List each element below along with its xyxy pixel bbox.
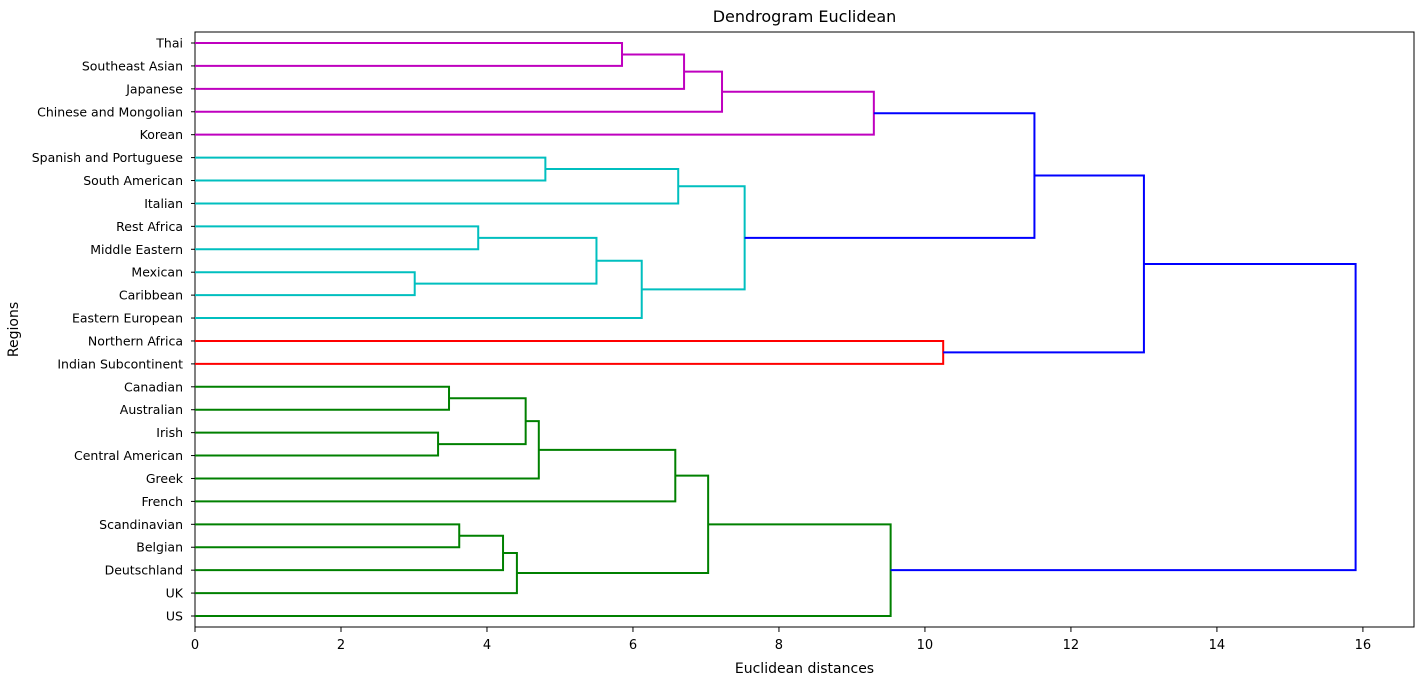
- leaf-label: Chinese and Mongolian: [37, 104, 183, 119]
- dendrogram-link: [195, 225, 480, 251]
- leaf-label: Caribbean: [119, 288, 183, 303]
- leaf-label: Rest Africa: [116, 219, 183, 234]
- leaf-label: US: [166, 609, 183, 624]
- leaf-label: Korean: [140, 127, 183, 142]
- x-tick-label: 16: [1355, 638, 1372, 653]
- leaf-label: Italian: [144, 196, 183, 211]
- dendrogram-link: [195, 523, 461, 549]
- leaf-label: South American: [83, 173, 183, 188]
- dendrogram-links: [195, 42, 1357, 617]
- x-tick-label: 2: [337, 638, 345, 653]
- chart-title: Dendrogram Euclidean: [713, 7, 897, 26]
- leaf-label: Belgian: [136, 540, 183, 555]
- dendrogram-link: [641, 185, 746, 291]
- leaf-label: Scandinavian: [99, 517, 183, 532]
- x-tick-label: 10: [917, 638, 934, 653]
- leaf-label: Eastern European: [72, 311, 183, 326]
- leaf-label: Deutschland: [105, 563, 183, 578]
- leaf-label: Japanese: [125, 81, 183, 96]
- dendrogram-link: [744, 112, 1036, 239]
- x-tick-label: 6: [629, 638, 637, 653]
- x-tick-label: 8: [775, 638, 783, 653]
- leaf-label: Greek: [146, 471, 184, 486]
- dendrogram-link: [516, 474, 710, 575]
- dendrogram-link: [195, 339, 945, 365]
- dendrogram-link: [195, 534, 505, 572]
- leaf-label: Mexican: [131, 265, 183, 280]
- dendrogram-link: [195, 431, 440, 457]
- dendrogram-link: [438, 397, 527, 446]
- dendrogram-link: [195, 420, 540, 480]
- dendrogram-link: [195, 70, 724, 113]
- x-axis-label: Euclidean distances: [735, 661, 874, 677]
- x-tick-label: 4: [483, 638, 491, 653]
- dendrogram-link: [195, 259, 643, 320]
- leaf-label: French: [141, 494, 183, 509]
- dendrogram-link: [195, 551, 518, 595]
- dendrogram-link: [195, 448, 677, 503]
- leaf-label: Australian: [120, 402, 183, 417]
- leaf-label: Central American: [74, 448, 183, 463]
- dendrogram-link: [195, 53, 686, 90]
- leaf-label: Irish: [156, 425, 183, 440]
- leaf-label: Middle Eastern: [90, 242, 183, 257]
- dendrogram-link: [890, 262, 1357, 572]
- leaf-label: UK: [166, 586, 184, 601]
- x-tick-label: 12: [1063, 638, 1080, 653]
- leaf-labels: Thai Southeast Asian Japanese Chinese and M…: [32, 36, 195, 624]
- plot-frame: [194, 31, 1415, 628]
- leaf-label: Canadian: [124, 379, 183, 394]
- y-axis-label: Regions: [6, 302, 22, 357]
- dendrogram-link: [195, 168, 680, 205]
- dendrogram-link: [195, 42, 624, 67]
- dendrogram-link: [195, 156, 547, 182]
- leaf-label: Southeast Asian: [82, 58, 183, 73]
- leaf-label: Northern Africa: [88, 333, 183, 348]
- dendrogram-link: [195, 271, 416, 297]
- leaf-label: Indian Subcontinent: [57, 356, 183, 371]
- dendrogram-link: [414, 236, 598, 285]
- x-tick-label: 0: [191, 638, 199, 653]
- leaf-label: Spanish and Portuguese: [32, 150, 184, 165]
- x-axis-ticks: 0 2 4 6 8 10 12 14 16: [191, 627, 1371, 653]
- dendrogram-link: [195, 90, 875, 136]
- leaf-label: Thai: [155, 36, 183, 51]
- dendrogram-link: [943, 174, 1145, 354]
- x-tick-label: 14: [1209, 638, 1226, 653]
- dendrogram-link: [195, 385, 451, 411]
